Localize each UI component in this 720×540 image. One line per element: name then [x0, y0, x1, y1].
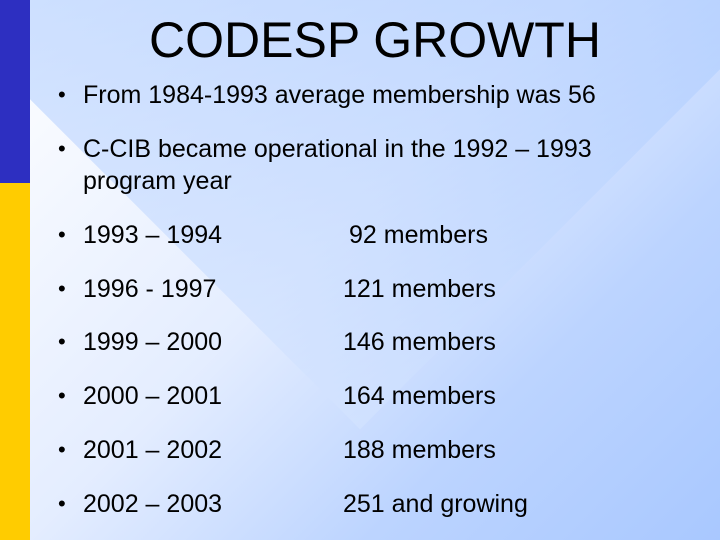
row-years: 1999 – 2000 — [83, 328, 223, 356]
intro-bullet: C-CIB became operational in the 1992 – 1… — [83, 135, 592, 163]
intro-bullet: From 1984-1993 average membership was 56 — [83, 81, 596, 109]
bullet-marker: • — [58, 82, 66, 107]
left-bar-yellow — [0, 183, 30, 540]
left-bar-blue — [0, 0, 30, 183]
row-years: 2001 – 2002 — [83, 436, 223, 464]
slide-title: CODESP GROWTH — [149, 12, 601, 68]
row-years: 2000 – 2001 — [83, 382, 223, 410]
row-years: 1993 – 1994 — [83, 221, 223, 249]
bullet-marker: • — [58, 437, 66, 462]
bullet-marker: • — [58, 222, 66, 247]
bullet-marker: • — [58, 136, 66, 161]
row-members: 164 members — [343, 382, 496, 410]
intro-bullet-continued: program year — [83, 167, 232, 195]
bullet-marker: • — [58, 329, 66, 354]
bullet-marker: • — [58, 491, 66, 516]
row-members: 92 members — [349, 221, 488, 249]
row-years: 1996 - 1997 — [83, 275, 217, 303]
bullet-marker: • — [58, 276, 66, 301]
bullet-marker: • — [58, 383, 66, 408]
row-members: 146 members — [343, 328, 496, 356]
row-members: 251 and growing — [343, 490, 528, 518]
row-members: 188 members — [343, 436, 496, 464]
row-members: 121 members — [343, 275, 496, 303]
row-years: 2002 – 2003 — [83, 490, 223, 518]
